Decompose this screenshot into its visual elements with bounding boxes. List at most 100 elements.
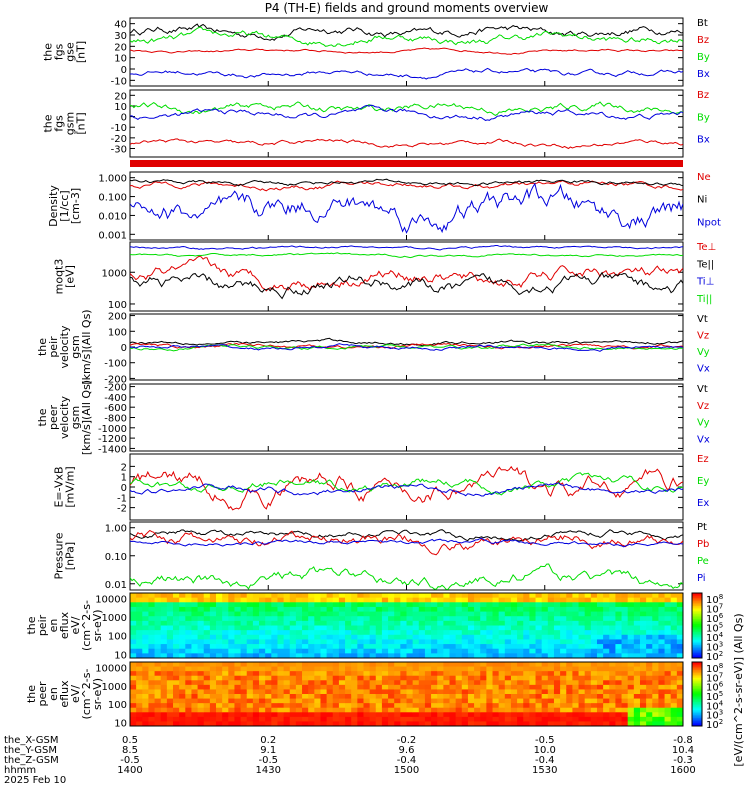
spectrogram-cell [529, 684, 537, 690]
spectrogram-cell [529, 712, 537, 718]
spectrogram-cell [449, 716, 457, 722]
spectrogram-cell [467, 666, 475, 672]
spectrogram-cell [197, 689, 205, 695]
spectrogram-cell [566, 675, 573, 681]
spectrogram-cell [203, 662, 211, 668]
spectrogram-cell [510, 597, 518, 603]
spectrogram-cell [424, 721, 432, 727]
spectrogram-cell [136, 620, 143, 626]
spectrogram-cell [664, 630, 672, 636]
spectrogram-cell [166, 593, 174, 599]
series-line-pt [130, 529, 683, 542]
spectrogram-cell [375, 712, 383, 718]
spectrogram-cell [154, 630, 162, 636]
spectrogram-cell [283, 597, 291, 603]
spectrogram-cell [394, 611, 401, 617]
colorbar-cell [692, 711, 702, 714]
spectrogram-cell [332, 602, 340, 608]
spectrogram-cell [590, 602, 598, 608]
spectrogram-cell [664, 634, 672, 640]
spectrogram-cell [265, 653, 272, 659]
spectrogram-cell [228, 597, 235, 603]
spectrogram-cell [234, 721, 242, 727]
spectrogram-cell [572, 593, 580, 599]
spectrogram-cell [308, 698, 315, 704]
spectrogram-cell [308, 644, 315, 650]
spectrogram-cell [369, 671, 377, 677]
hhmm-value: 1430 [256, 765, 281, 776]
y-tick-label: 30 [114, 31, 127, 42]
spectrogram-cell [388, 634, 395, 640]
spectrogram-cell [504, 611, 512, 617]
spectrogram-cell [246, 666, 254, 672]
spectrogram-cell [308, 653, 315, 659]
spectrogram-cell [136, 671, 143, 677]
spectrogram-cell [191, 616, 199, 622]
spectrogram-cell [259, 620, 266, 626]
spectrogram-cell [246, 639, 254, 645]
spectrogram-cell [461, 653, 469, 659]
spectrogram-cell [467, 707, 475, 713]
spectrogram-cell [136, 644, 143, 650]
spectrogram-cell [424, 712, 432, 718]
colorbar-cell [692, 698, 702, 701]
spectrogram-cell [197, 639, 205, 645]
spectrogram-cell [369, 707, 377, 713]
spectrogram-cell [185, 653, 192, 659]
legend-vy: Vy [697, 418, 710, 429]
spectrogram-cell [553, 597, 561, 603]
spectrogram-cell [670, 712, 678, 718]
spectrogram-cell [639, 716, 647, 722]
spectrogram-cell [486, 680, 494, 686]
spectrogram-cell [553, 639, 561, 645]
spectrogram-cell [259, 671, 266, 677]
spectrogram-cell [259, 703, 266, 709]
spectrogram-cell [283, 634, 291, 640]
spectrogram-cell [375, 616, 383, 622]
spectrogram-cell [560, 616, 567, 622]
spectrogram-cell [633, 634, 641, 640]
colorbar-frame [691, 661, 703, 727]
spectrogram-cell [308, 689, 315, 695]
spectrogram-cell [209, 662, 217, 668]
spectrogram-cell [523, 616, 530, 622]
spectrogram-cell [621, 630, 629, 636]
spectrogram-cell [357, 616, 364, 622]
spectrogram-cell [412, 648, 420, 654]
spectrogram-cell [553, 606, 561, 613]
spectrogram-cell [664, 721, 672, 727]
colorbar-cell [692, 633, 702, 636]
spectrogram-cell [203, 593, 211, 599]
spectrogram-cell [461, 634, 469, 640]
spectrogram-cell [418, 593, 426, 599]
spectrogram-cell [603, 616, 610, 622]
spectrogram-cell [381, 634, 389, 640]
spectrogram-cell [332, 698, 340, 704]
spectrogram-cell [517, 707, 524, 713]
spectrogram-cell [357, 707, 364, 713]
spectrogram-cell [504, 653, 512, 659]
colorbar-cell [692, 700, 702, 703]
panel-frame [129, 89, 684, 158]
spectrogram-cell [136, 662, 143, 668]
spectrogram-cell [136, 648, 143, 654]
spectrogram-cell [314, 630, 321, 636]
series-line-ti [130, 252, 683, 259]
spectrogram-cell [627, 597, 635, 603]
spectrogram-cell [289, 620, 297, 626]
spectrogram-cell [357, 703, 364, 709]
spectrogram-cell [455, 639, 463, 645]
y-tick-label: -200 [104, 383, 127, 394]
spectrogram-cell [627, 644, 635, 650]
y-tick-label: -1 [117, 493, 127, 504]
spectrogram-cell [357, 684, 364, 690]
spectrogram-cell [498, 671, 506, 677]
spectrogram-cell [449, 634, 457, 640]
spectrogram-cell [431, 593, 438, 599]
spectrogram-cell [596, 648, 604, 654]
spectrogram-cell [406, 703, 414, 709]
spectrogram-cell [639, 703, 647, 709]
spectrogram-cell [455, 689, 463, 695]
spectrogram-cell [566, 602, 573, 608]
panel-frame [129, 661, 684, 727]
